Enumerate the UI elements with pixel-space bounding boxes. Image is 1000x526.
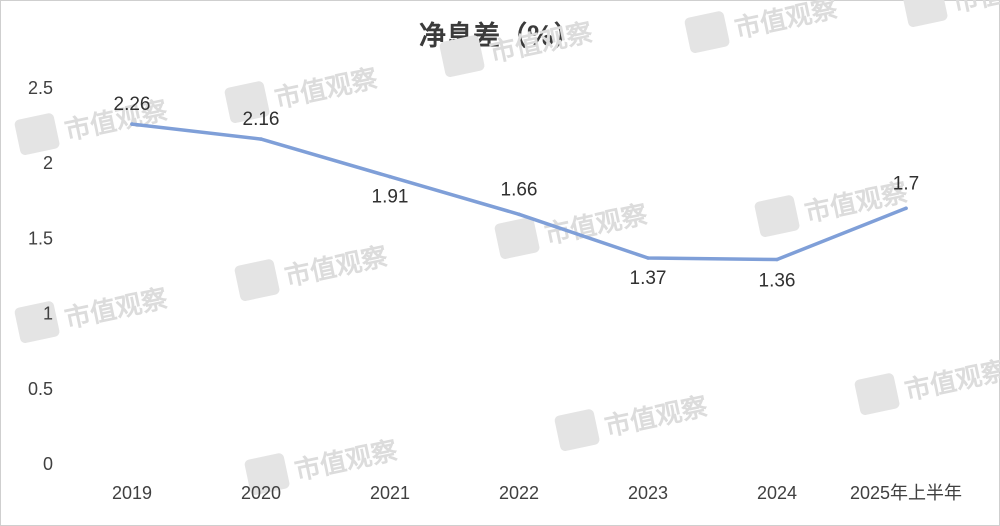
data-point [388, 174, 392, 179]
watermark-text: 市值观察 [950, 0, 1000, 19]
data-point [904, 206, 908, 211]
logo-icon [439, 35, 485, 77]
x-tick-label: 2024 [757, 483, 797, 503]
watermark: 市值观察 [684, 0, 841, 53]
logo-icon [684, 11, 730, 53]
x-tick-label: 2023 [628, 483, 668, 503]
data-point [646, 256, 650, 260]
data-label: 1.91 [372, 187, 409, 208]
watermark-text: 市值观察 [487, 17, 596, 69]
data-label: 2.16 [243, 109, 280, 130]
logo-icon [14, 113, 60, 155]
logo-icon [854, 373, 900, 415]
x-tick-label: 2020 [241, 483, 281, 503]
watermark: 市值观察 [234, 241, 391, 301]
logo-icon [234, 259, 280, 301]
logo-icon [754, 195, 800, 237]
x-tick-label: 2019 [112, 483, 152, 503]
x-tick-label: 2025年上半年 [850, 483, 962, 503]
x-tick-label: 2022 [499, 483, 539, 503]
data-point [130, 122, 134, 126]
logo-icon [244, 453, 290, 495]
watermark-text: 市值观察 [542, 199, 651, 251]
watermark: 市值观察 [902, 0, 1000, 27]
y-tick-label: 1 [43, 304, 53, 324]
logo-icon [554, 409, 600, 451]
y-tick-label: 0.5 [28, 379, 53, 399]
y-tick-label: 2 [43, 153, 53, 173]
watermark-text: 市值观察 [902, 355, 1000, 407]
watermark-text: 市值观察 [272, 63, 381, 115]
data-label: 1.37 [630, 268, 667, 289]
watermark: 市值观察 [854, 355, 1000, 415]
watermark-text: 市值观察 [602, 391, 711, 443]
data-label: 1.7 [893, 173, 919, 194]
y-tick-label: 2.5 [28, 78, 53, 98]
watermark-text: 市值观察 [62, 283, 171, 335]
data-point [517, 212, 521, 217]
logo-icon [224, 81, 270, 123]
data-point [259, 137, 263, 141]
y-axis: 0 0.5 1 1.5 2 2.5 [28, 78, 53, 474]
watermark: 市值观察 [439, 17, 596, 77]
watermark: 市值观察 [554, 391, 711, 451]
plot-area: 2.26 2.16 1.91 1.66 1.37 1.36 1.7 [114, 94, 920, 291]
logo-icon [494, 217, 540, 259]
data-point [775, 257, 779, 262]
watermark-text: 市值观察 [292, 435, 401, 487]
logo-icon [14, 301, 60, 343]
watermark-text: 市值观察 [282, 241, 391, 293]
watermark: 市值观察 [14, 283, 171, 343]
logo-icon [902, 0, 948, 27]
watermark: 市值观察 [754, 177, 911, 237]
data-label: 2.26 [114, 94, 151, 115]
y-tick-label: 0 [43, 454, 53, 474]
x-tick-label: 2021 [370, 483, 410, 503]
data-label: 1.36 [759, 270, 796, 291]
y-tick-label: 1.5 [28, 228, 53, 248]
watermark-text: 市值观察 [732, 0, 841, 45]
x-axis: 2019 2020 2021 2022 2023 2024 2025年上半年 [112, 483, 962, 503]
data-label: 1.66 [501, 179, 538, 200]
